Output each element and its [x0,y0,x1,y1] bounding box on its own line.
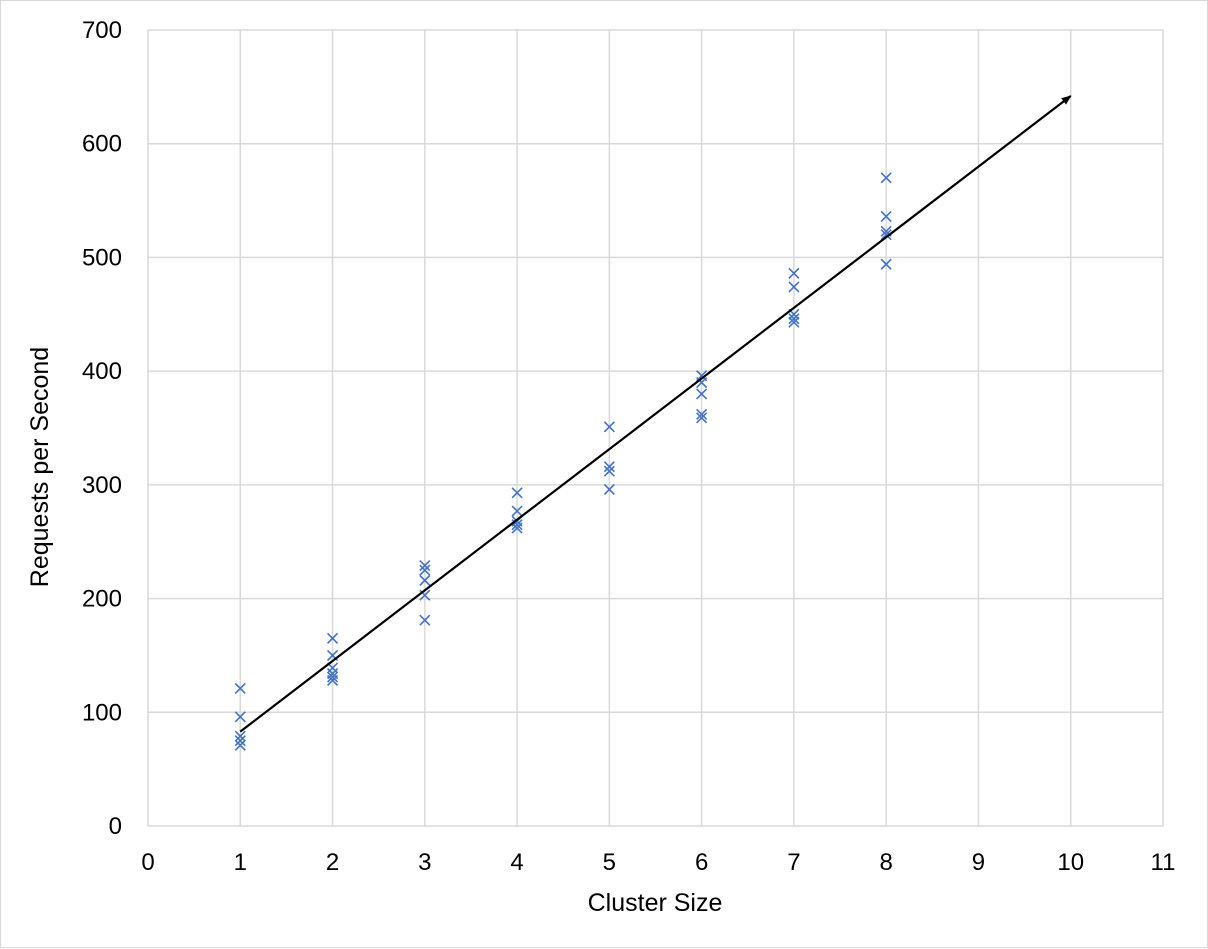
data-point [880,258,892,270]
x-tick-label: 8 [880,849,893,876]
data-point [880,172,892,184]
data-point [788,281,800,293]
data-point [511,522,523,534]
tick-label-layer: 0 100 200 300 400 500 600 700 0 1 2 3 4 5 6 7 8 9 10 11 [82,17,1176,876]
data-point [511,487,523,499]
data-point [234,730,246,742]
y-tick-label: 500 [82,244,122,271]
data-point [880,229,892,241]
y-tick-label: 0 [109,813,122,840]
data-point [234,739,246,751]
data-point [788,267,800,279]
data-point [234,711,246,723]
data-point [603,483,615,495]
data-point [326,674,339,687]
x-tick-label: 11 [1151,849,1176,876]
trendline [239,95,1072,733]
trendline-layer [239,95,1072,733]
y-tick-label: 300 [82,472,122,499]
y-tick-label: 600 [82,131,122,158]
data-point [788,313,800,325]
y-tick-label: 700 [82,17,122,44]
data-point [880,210,892,223]
data-point [419,564,431,576]
grid-layer [147,29,1164,827]
data-point [234,682,246,694]
y-tick-label: 400 [82,358,122,385]
x-tick-label: 9 [972,849,985,876]
data-point [511,505,523,517]
x-tick-label: 2 [326,849,339,876]
data-point [326,632,339,644]
x-tick-label: 6 [695,849,708,876]
data-point [326,671,339,683]
data-point [419,614,431,626]
y-tick-label: 200 [82,586,122,613]
data-point [603,421,615,433]
data-point [696,376,708,389]
x-tick-label: 0 [141,849,154,876]
x-tick-label: 4 [510,849,523,876]
data-point [603,461,615,473]
x-tick-label: 1 [234,849,247,876]
data-point [234,735,246,747]
y-axis-title: Requests per Second [26,347,54,587]
x-tick-label: 7 [787,849,800,876]
data-point [696,388,708,400]
data-point [788,316,800,328]
x-tick-label: 5 [603,849,616,876]
data-point [696,412,708,424]
data-point [603,465,615,477]
x-tick-label: 10 [1057,849,1084,876]
data-point [696,408,708,420]
data-point-layer [234,172,892,751]
data-point [419,560,431,572]
y-tick-label: 100 [82,699,122,726]
x-tick-label: 3 [418,849,431,876]
x-axis-title: Cluster Size [588,889,723,917]
data-point [419,574,431,586]
